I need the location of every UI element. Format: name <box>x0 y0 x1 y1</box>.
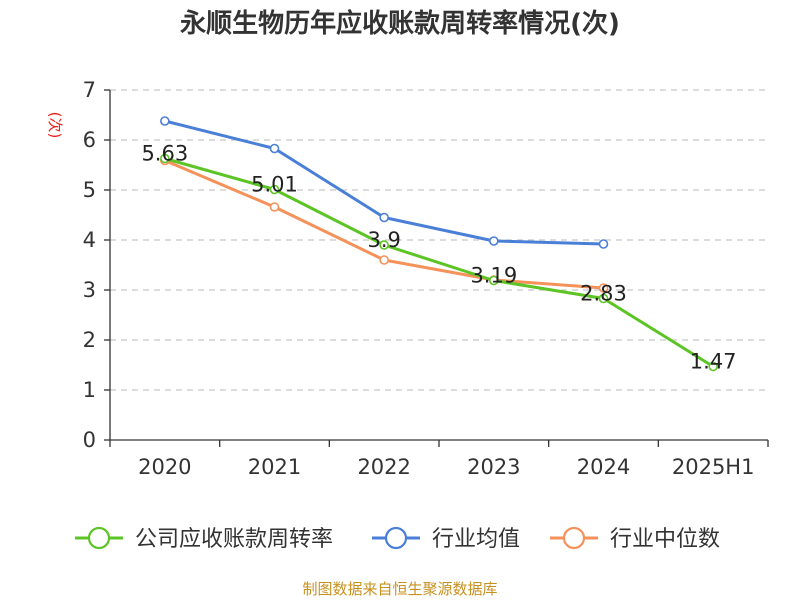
y-tick-label: 3 <box>83 278 96 302</box>
legend-label: 公司应收账款周转率 <box>135 527 333 552</box>
data-point <box>598 239 609 249</box>
data-labels: 5.63 5.01 3.9 3.19 2.83 1.47 <box>141 142 736 374</box>
grid-lines <box>110 89 768 391</box>
y-tick-label: 7 <box>83 78 96 102</box>
y-tick-label: 5 <box>83 178 96 202</box>
x-tick-label: 2023 <box>467 455 520 479</box>
data-point <box>269 143 280 154</box>
legend-item: 公司应收账款周转率 <box>75 526 333 552</box>
y-axis-ticks: 0 1 2 3 4 5 6 7 <box>83 78 110 452</box>
series-1 <box>160 116 609 249</box>
y-tick-label: 0 <box>83 428 96 452</box>
y-tick-label: 4 <box>83 228 96 252</box>
legend-item: 行业中位数 <box>550 526 720 552</box>
legend-item: 行业均值 <box>372 526 520 552</box>
data-point <box>708 361 718 372</box>
x-axis-ticks: 2020 2021 2022 2023 2024 2025H1 <box>109 440 769 479</box>
data-label: 2.83 <box>580 282 627 306</box>
legend-label: 行业均值 <box>432 527 520 552</box>
axes <box>109 90 768 441</box>
data-point <box>269 202 280 212</box>
chart-title: 永顺生物历年应收账款周转率情况(次) <box>180 8 620 39</box>
data-point <box>379 212 389 223</box>
series-group <box>160 116 718 372</box>
data-point <box>160 153 170 164</box>
legend-marker <box>384 526 408 550</box>
y-tick-label: 1 <box>83 378 96 402</box>
x-tick-label: 2021 <box>248 455 301 479</box>
legend-label: 行业中位数 <box>610 527 720 552</box>
data-label: 5.01 <box>251 173 298 197</box>
data-point <box>269 184 280 195</box>
series-line <box>164 157 714 368</box>
source-note: 制图数据来自恒生聚源数据库 <box>302 580 497 598</box>
data-label: 1.47 <box>690 350 737 374</box>
y-axis-unit: (次) <box>46 112 64 139</box>
y-tick-label: 2 <box>83 328 96 352</box>
legend-marker <box>87 526 111 550</box>
x-tick-label: 2025H1 <box>672 455 755 479</box>
data-point <box>598 293 609 304</box>
x-tick-label: 2024 <box>577 455 630 479</box>
legend: 公司应收账款周转率 行业均值 行业中位数 <box>75 526 720 552</box>
x-tick-label: 2020 <box>138 455 191 479</box>
data-label: 3.9 <box>367 228 400 252</box>
legend-marker <box>562 526 586 550</box>
data-point <box>489 236 499 246</box>
y-tick-label: 6 <box>83 128 96 152</box>
series-line <box>164 119 604 246</box>
data-point <box>160 116 170 126</box>
series-0 <box>160 153 718 372</box>
data-point <box>379 255 389 265</box>
data-point <box>379 240 389 250</box>
data-point <box>489 275 499 286</box>
data-label: 5.63 <box>141 142 188 166</box>
data-label: 3.19 <box>470 264 517 288</box>
series-line <box>164 159 604 290</box>
x-tick-label: 2022 <box>357 455 410 479</box>
data-point <box>598 283 609 293</box>
